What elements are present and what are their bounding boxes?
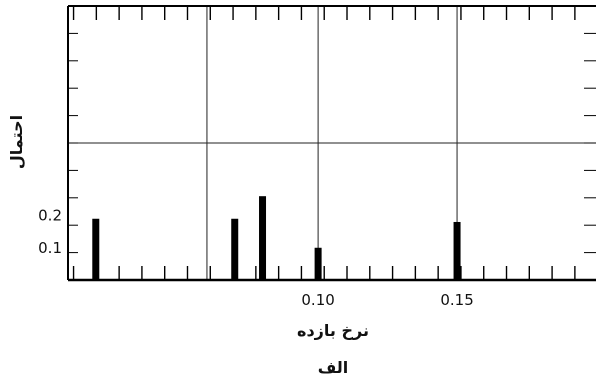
- x-axis-title: نرخ بازده: [297, 321, 369, 340]
- bar: [259, 196, 267, 280]
- y-tick-label: 0.2: [38, 207, 62, 225]
- x-tick-labels: 0.10 0.15: [301, 291, 473, 309]
- bar: [92, 218, 100, 280]
- bar: [314, 247, 322, 280]
- y-tick-labels: 0.1 0.2: [38, 207, 62, 257]
- y-axis-title: احتمال: [7, 115, 26, 169]
- x-tick-label: 0.10: [301, 291, 334, 309]
- bars: [92, 196, 461, 280]
- grid: [68, 6, 596, 280]
- bar: [231, 218, 239, 280]
- y-tick-label: 0.1: [38, 239, 62, 257]
- x-tick-label: 0.15: [440, 291, 473, 309]
- chart-caption: الف: [318, 358, 349, 377]
- bar: [453, 221, 461, 280]
